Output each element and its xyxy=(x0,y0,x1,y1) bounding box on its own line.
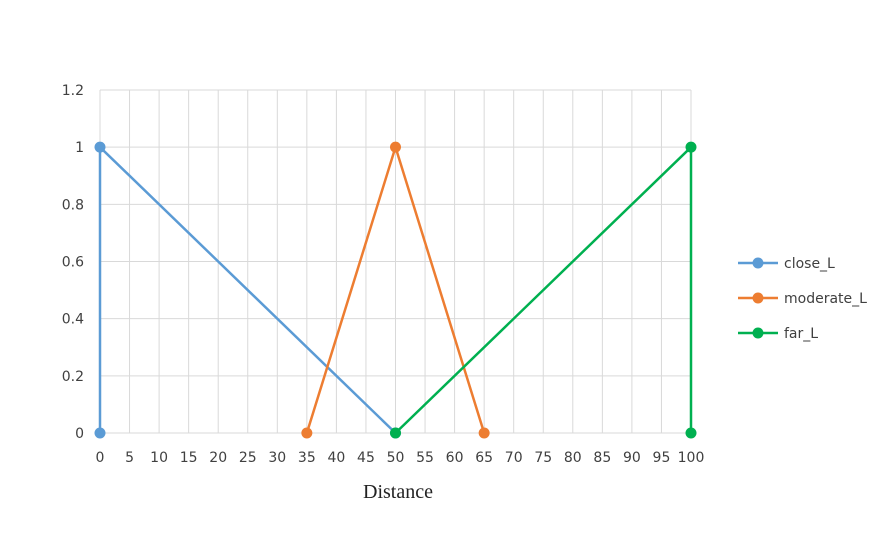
y-tick-label: 0 xyxy=(75,426,84,442)
legend-item: far_L xyxy=(738,326,818,342)
x-tick-label: 55 xyxy=(416,450,434,466)
x-tick-label: 85 xyxy=(593,450,611,466)
legend: close_L moderate_L far_L xyxy=(738,256,867,342)
data-point xyxy=(685,141,697,153)
x-tick-label: 20 xyxy=(209,450,227,466)
y-tick-label: 0.4 xyxy=(62,312,84,328)
data-point xyxy=(390,427,401,439)
x-tick-label: 95 xyxy=(653,450,671,466)
x-tick-label: 35 xyxy=(298,450,316,466)
x-tick-label: 10 xyxy=(150,450,168,466)
series-moderate_L xyxy=(301,141,490,439)
x-tick-label: 45 xyxy=(357,450,375,466)
x-axis-label: Distance xyxy=(363,481,433,503)
x-tick-label: 75 xyxy=(534,450,552,466)
series-group xyxy=(94,141,697,439)
x-tick-label: 40 xyxy=(327,450,345,466)
x-tick-label: 5 xyxy=(125,450,134,466)
y-tick-label: 0.6 xyxy=(62,255,84,271)
x-tick-label: 0 xyxy=(96,450,105,466)
y-tick-label: 1.2 xyxy=(62,83,84,99)
legend-label: moderate_L xyxy=(784,291,867,307)
x-tick-label: 70 xyxy=(505,450,523,466)
x-tick-label: 15 xyxy=(180,450,198,466)
x-tick-label: 80 xyxy=(564,450,582,466)
legend-marker xyxy=(752,327,764,339)
data-point xyxy=(390,141,401,153)
x-tick-label: 50 xyxy=(387,450,405,466)
legend-item: close_L xyxy=(738,256,835,272)
data-point xyxy=(94,427,106,439)
data-point xyxy=(685,427,697,439)
x-tick-label: 25 xyxy=(239,450,257,466)
y-tick-label: 1 xyxy=(75,140,84,156)
grid xyxy=(99,89,692,434)
y-tick-label: 0.8 xyxy=(62,197,84,213)
axes: 0 5 10 15 20 25 30 35 40 45 50 55 60 65 70 75 80 85 90 95 10… xyxy=(62,83,705,466)
legend-item: moderate_L xyxy=(738,291,867,307)
x-tick-label: 100 xyxy=(678,450,705,466)
x-tick-label: 65 xyxy=(475,450,493,466)
series-far_L xyxy=(390,141,697,439)
data-point xyxy=(94,141,106,153)
legend-label: far_L xyxy=(784,326,818,342)
legend-marker xyxy=(752,292,764,304)
legend-label: close_L xyxy=(784,256,835,272)
y-tick-label: 0.2 xyxy=(62,369,84,385)
legend-marker xyxy=(752,257,764,269)
x-tick-label: 90 xyxy=(623,450,641,466)
data-point xyxy=(478,427,490,439)
data-point xyxy=(301,427,313,439)
x-tick-label: 30 xyxy=(268,450,286,466)
x-tick-label: 60 xyxy=(446,450,464,466)
